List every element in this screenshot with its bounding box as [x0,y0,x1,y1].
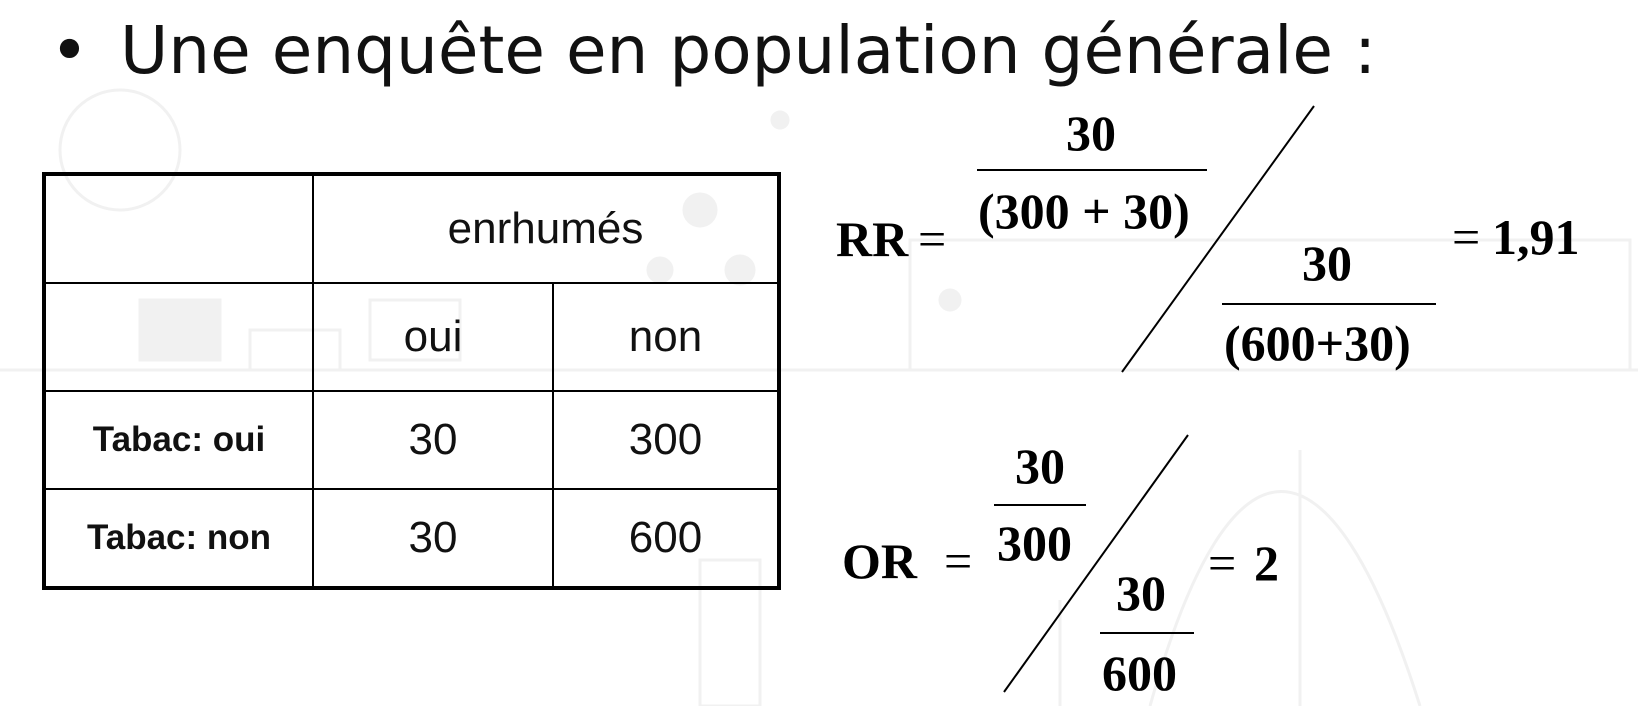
contingency-table: enrhumés oui non Tabac: oui 30 300 Tabac… [42,172,781,590]
bullet-heading: • Une enquête en population générale : [50,6,1376,96]
heading-text: Une enquête en population générale : [120,12,1377,89]
subheader-cell-oui: oui [312,282,554,392]
table-row: Tabac: non 30 600 [43,488,780,589]
rr-label: RR [836,211,909,267]
rr-top-numerator: 30 [1066,105,1116,161]
or-result: 2 [1254,535,1279,591]
table-cell: 30 [312,488,554,589]
table-cell: 300 [552,390,780,490]
table-cell: 600 [552,488,780,589]
rr-top-fraction-bar [977,169,1207,171]
or-equals: = [944,533,973,589]
or-top-numerator: 30 [1015,438,1065,494]
row-label: Tabac: oui [43,390,314,490]
group-header-cell: enrhumés [312,173,780,284]
rr-equals: = [918,211,947,267]
or-result-equals: = [1208,535,1237,591]
or-label: OR [842,533,917,589]
subheader-cell-non: non [552,282,780,392]
row-label: Tabac: non [43,488,314,589]
rr-bottom-numerator: 30 [1302,235,1352,291]
or-bottom-fraction-bar [1100,632,1194,634]
or-bottom-denominator: 600 [1102,645,1177,701]
or-top-fraction-bar [994,504,1086,506]
table-cell: 30 [312,390,554,490]
rr-bottom-fraction-bar [1222,303,1436,305]
rr-result-equals: = [1452,209,1481,265]
or-bottom-numerator: 30 [1116,565,1166,621]
table-corner-cell [43,282,314,392]
table-subheader-row: oui non [43,282,780,392]
rr-top-denominator: (300 + 30) [978,183,1190,239]
or-top-denominator: 300 [997,515,1072,571]
table-header-row: enrhumés [43,173,780,284]
bullet-symbol: • [50,12,89,89]
table-corner-cell [43,173,314,284]
rr-result: 1,91 [1492,209,1580,265]
table-row: Tabac: oui 30 300 [43,390,780,490]
rr-bottom-denominator: (600+30) [1224,315,1411,371]
